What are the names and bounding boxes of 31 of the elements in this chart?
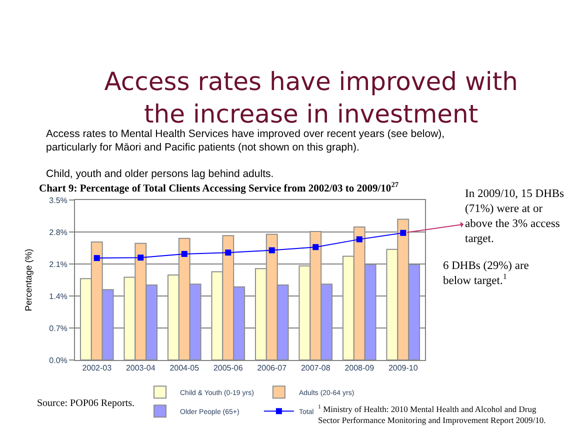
- point: [268, 247, 275, 254]
- x-tick-label: 2003-04: [126, 364, 156, 373]
- x-tick-label: 2009-10: [388, 364, 418, 373]
- x-tick-label: 2002-03: [82, 364, 112, 373]
- point: [400, 230, 406, 236]
- source-note: Source: POP06 Reports.: [37, 398, 134, 409]
- point: [312, 244, 319, 250]
- y-axis-title: Percentage (%): [24, 248, 34, 312]
- point: [94, 255, 100, 262]
- y-tick-label: 2.8%: [49, 228, 68, 237]
- x-tick-label: 2006-07: [257, 364, 288, 373]
- chart-subtitle: Chart 9: Percentage of Total Clients Accessing Service from 2002/03 to 2009/10$^{27}$: [39, 180, 399, 194]
- point: [181, 250, 188, 257]
- y-tick-label: 3.5%: [49, 196, 68, 205]
- x-tick-label: 2007-08: [300, 364, 331, 373]
- y-tick-label: 2.1%: [49, 260, 68, 269]
- annotation: In 2009/10, 15 DHBs (71%) were at or above the 3% access target.: [465, 188, 565, 245]
- x-tick-label: 2004-05: [170, 364, 200, 373]
- point: [138, 254, 144, 261]
- text: Child, youth and older persons lag behind adults.: [46, 168, 274, 180]
- point: [356, 236, 362, 242]
- chart-title: Access rates have improved with the increase in investment: [104, 67, 518, 128]
- y-tick-label: 0.0%: [49, 356, 68, 365]
- x-tick-label: 2008-09: [344, 364, 375, 373]
- point: [225, 250, 232, 256]
- y-tick-label: 1.4%: [49, 292, 68, 301]
- y-tick-label: 0.7%: [49, 324, 68, 333]
- text: 6 DHBs (29%) are below target.$^{1}$: [443, 260, 529, 287]
- text: Access rates to Mental Health Services have improved over recent years (see below), particularly for Māori and Pacific patients (not shown on this graph).: [46, 128, 445, 154]
- text: $^{1}$ Ministry of Health: 2010 Mental Health and Alcohol and Drug Sector Performance Monitoring and Improvement Report 2009/10.: [318, 404, 546, 426]
- x-tick-label: 2005-06: [213, 364, 244, 373]
